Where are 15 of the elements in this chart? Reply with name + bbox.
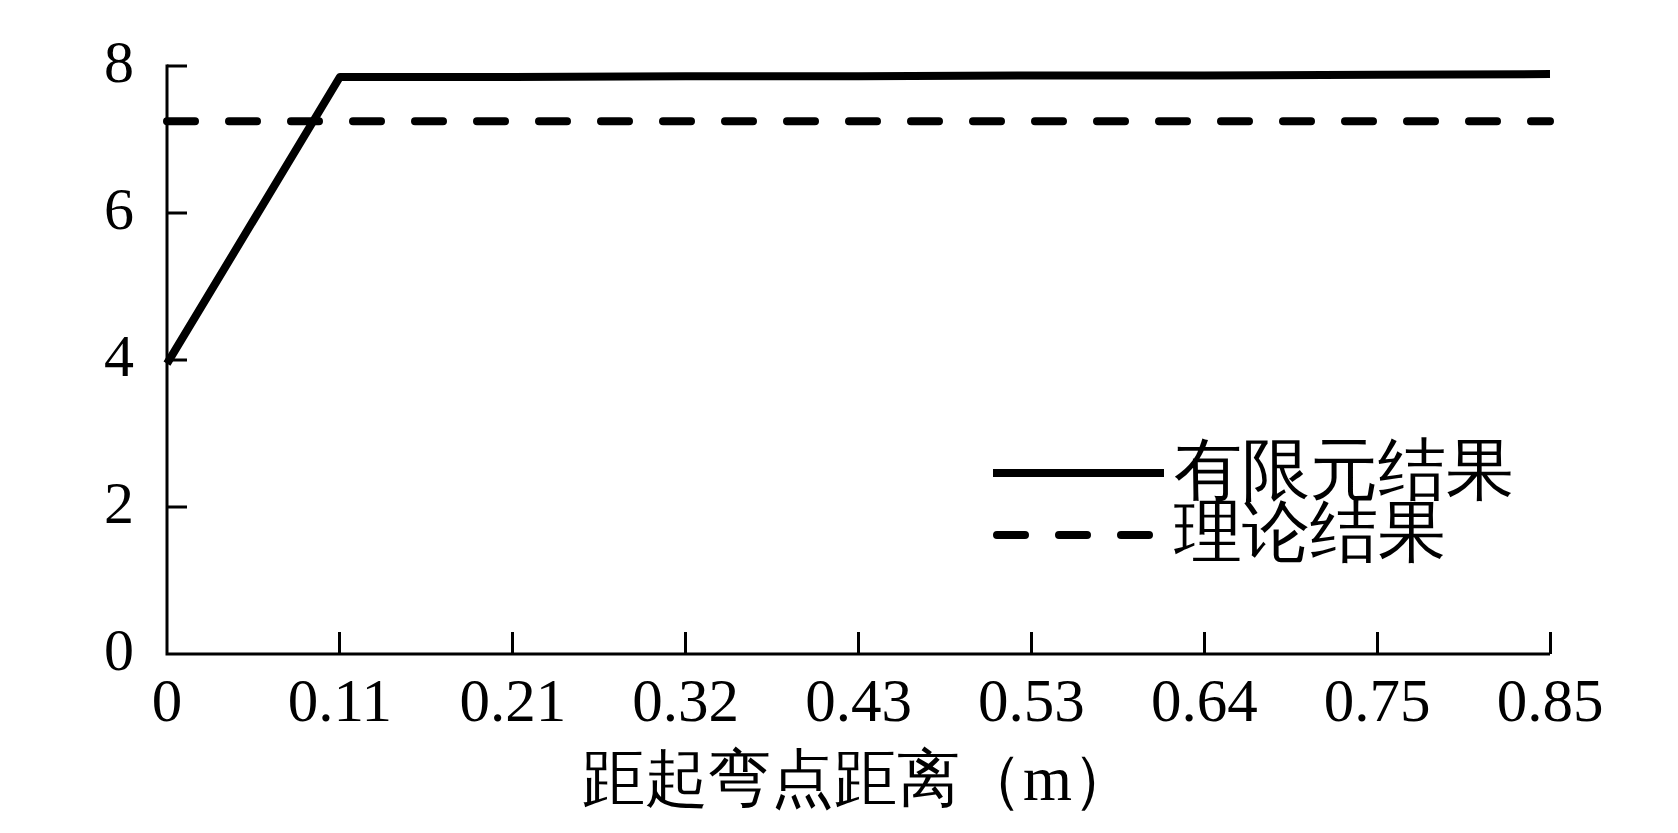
x-tick-label: 0.64: [1150, 666, 1258, 734]
x-tick-label: 0.32: [632, 666, 739, 734]
x-tick-label: 0: [151, 666, 183, 734]
y-tick-label: 8: [104, 28, 134, 95]
y-tick-label: 2: [104, 469, 134, 536]
x-axis-title: 距起弯点距离（m）: [581, 743, 1136, 814]
x-tick-label: 0.11: [287, 666, 393, 734]
x-tick-label: 0.85: [1496, 666, 1604, 734]
x-tick-label: 0.21: [459, 666, 567, 734]
y-tick-label: 4: [104, 322, 134, 389]
y-tick-label: 0: [104, 616, 134, 683]
y-tick-label: 6: [104, 175, 134, 242]
x-tick-label: 0.75: [1323, 666, 1431, 734]
x-tick-label: 0.43: [805, 666, 912, 734]
x-tick-label: 0.53: [978, 666, 1085, 734]
